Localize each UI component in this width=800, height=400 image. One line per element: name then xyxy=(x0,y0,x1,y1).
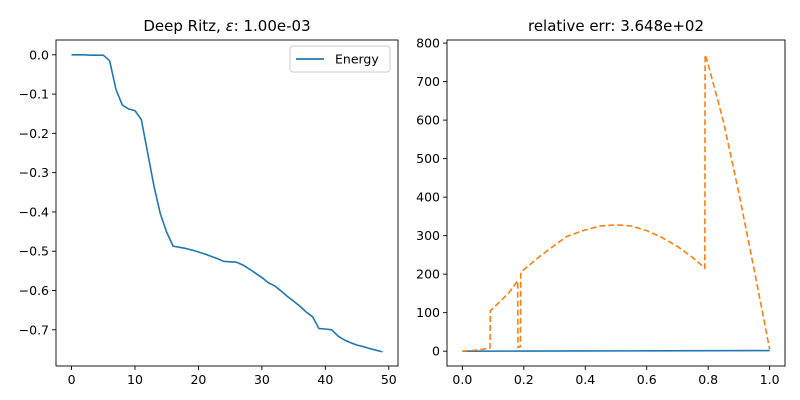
relative-error-y-tick-label: 600 xyxy=(416,113,440,128)
energy-chart-title-symbol: ε xyxy=(226,17,234,35)
relative-error-y-tick-label: 0 xyxy=(432,344,440,359)
relative-error-x-tick-label: 0.2 xyxy=(514,372,534,387)
relative-error-axis-ticks: 0.0 0.2 0.4 0.6 0.8 1.0 0 100 200 300 400 500 600 700… xyxy=(416,36,779,387)
energy-y-tick-label: −0.7 xyxy=(19,322,49,337)
energy-axis-ticks: 0 10 20 30 40 50 0.0 −0.1 −0.2 −0.3 −0.4 −0.5 −0.6 −0… xyxy=(19,47,397,387)
energy-chart-title-suffix: : 1.00e-03 xyxy=(234,17,311,35)
relative-error-series-dashed-line xyxy=(462,53,771,352)
energy-y-tick-label: −0.2 xyxy=(19,126,49,141)
energy-y-tick-label: −0.4 xyxy=(19,204,49,219)
relative-error-x-tick-label: 0.8 xyxy=(698,372,718,387)
energy-y-tick-label: 0.0 xyxy=(29,47,49,62)
energy-x-tick-label: 50 xyxy=(381,372,397,387)
relative-error-subplot: relative err: 3.648e+02 0.0 0.2 0.4 0.6 0.8 1… xyxy=(416,17,786,387)
relative-error-x-tick-label: 0.0 xyxy=(452,372,472,387)
energy-legend: Energy xyxy=(289,45,391,73)
relative-error-chart-title: relative err: 3.648e+02 xyxy=(528,17,704,35)
relative-error-x-tick-label: 0.6 xyxy=(637,372,657,387)
energy-x-tick-label: 30 xyxy=(254,372,270,387)
relative-error-y-tick-label: 800 xyxy=(416,36,440,51)
relative-error-x-tick-label: 1.0 xyxy=(760,372,780,387)
relative-error-y-tick-label: 200 xyxy=(416,267,440,282)
energy-series-line xyxy=(71,54,383,353)
relative-error-y-tick-label: 300 xyxy=(416,228,440,243)
energy-chart-title-text: Deep Ritz, xyxy=(143,17,225,35)
relative-error-y-tick-label: 100 xyxy=(416,305,440,320)
relative-error-series-solid-line xyxy=(462,349,770,352)
relative-error-y-tick-label: 400 xyxy=(416,190,440,205)
energy-x-tick-label: 10 xyxy=(127,372,143,387)
energy-x-tick-label: 20 xyxy=(190,372,206,387)
energy-y-tick-label: −0.1 xyxy=(19,87,49,102)
energy-y-tick-label: −0.5 xyxy=(19,244,49,259)
relative-error-plot-frame xyxy=(446,39,786,367)
energy-chart-title: Deep Ritz, ε: 1.00e-03 xyxy=(143,17,310,35)
relative-error-y-tick-label: 500 xyxy=(416,151,440,166)
relative-error-y-tick-label: 700 xyxy=(416,74,440,89)
legend-box xyxy=(289,45,391,73)
relative-error-series-group xyxy=(462,53,771,352)
energy-x-tick-label: 40 xyxy=(317,372,333,387)
relative-error-x-tick-label: 0.4 xyxy=(575,372,595,387)
energy-y-tick-label: −0.3 xyxy=(19,165,49,180)
energy-x-tick-label: 0 xyxy=(68,372,76,387)
energy-series-group xyxy=(71,54,383,353)
legend-energy-label: Energy xyxy=(335,52,379,67)
energy-subplot: Deep Ritz, ε: 1.00e-03 0 10 20 30 40 50 0.0 −0.… xyxy=(19,17,399,387)
energy-plot-frame xyxy=(55,39,399,367)
energy-y-tick-label: −0.6 xyxy=(19,283,49,298)
